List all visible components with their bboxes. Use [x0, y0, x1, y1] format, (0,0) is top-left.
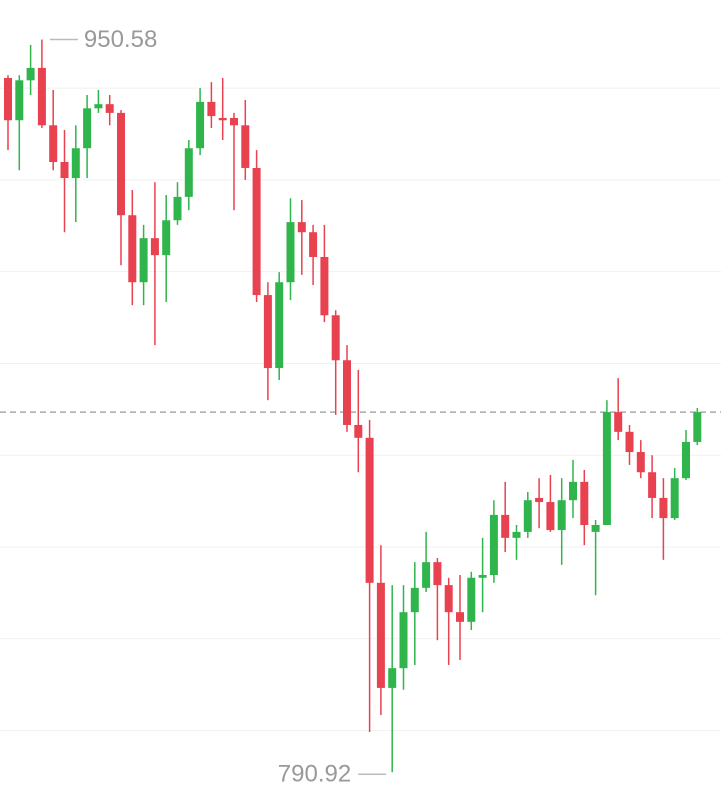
candle-body	[682, 441, 690, 479]
candle-body	[365, 437, 374, 583]
candle-body	[456, 612, 464, 622]
candle-body	[275, 282, 284, 369]
candle-body	[659, 497, 668, 519]
candle-body	[49, 125, 58, 162]
candle-body	[535, 497, 544, 503]
candle-body	[569, 481, 577, 501]
annotation-label: 790.92	[278, 761, 351, 788]
candle-body	[37, 67, 46, 126]
candle-body	[670, 478, 679, 519]
candle-body	[128, 215, 137, 283]
candle-body	[343, 360, 351, 425]
candle-body	[501, 514, 510, 538]
candle-body	[648, 472, 657, 498]
candle-body	[376, 582, 385, 688]
candle-body	[94, 104, 103, 109]
candle-body	[591, 524, 600, 532]
candle-body	[602, 412, 611, 525]
candle-body	[162, 220, 171, 256]
candle-body	[512, 531, 521, 538]
candle-body	[117, 112, 125, 216]
candle-body	[150, 238, 159, 256]
candle-body	[625, 431, 634, 453]
candle-body	[83, 108, 92, 149]
candle-body	[433, 562, 442, 586]
candle-body	[218, 117, 227, 121]
candle-body	[230, 117, 238, 126]
candle-body	[580, 481, 589, 525]
candle-body	[354, 424, 363, 438]
candle-body	[614, 412, 623, 432]
candle-body	[4, 78, 12, 121]
candle-body	[467, 577, 476, 622]
candle-body	[523, 500, 532, 532]
candle-body	[26, 67, 35, 81]
candle-body	[105, 104, 114, 113]
candle-body	[489, 514, 498, 576]
candle-body	[693, 412, 702, 442]
candle-body	[410, 587, 419, 613]
candle-body	[207, 101, 216, 117]
candle-body	[252, 167, 261, 296]
candle-body	[196, 101, 205, 149]
candle-body	[173, 196, 182, 221]
candle-body	[331, 315, 340, 361]
candle-body	[309, 232, 318, 257]
candle-body	[444, 585, 453, 613]
candle-body	[399, 612, 408, 669]
candle-body	[263, 295, 272, 369]
candle-body	[139, 238, 148, 283]
candle-body	[478, 575, 487, 578]
candle-body	[15, 80, 24, 121]
candle-body	[286, 222, 295, 283]
candle-body	[241, 125, 250, 168]
candle-body	[422, 562, 431, 588]
candle-body	[546, 502, 555, 531]
candle-body	[297, 222, 306, 233]
candle-body	[71, 148, 80, 179]
candle-body	[636, 452, 645, 473]
candle-body	[557, 500, 566, 531]
candle-body	[184, 148, 193, 197]
candle-body	[388, 668, 397, 688]
candle-body	[60, 161, 69, 179]
annotation-label: 950.58	[84, 26, 157, 53]
candle-body	[320, 256, 329, 316]
